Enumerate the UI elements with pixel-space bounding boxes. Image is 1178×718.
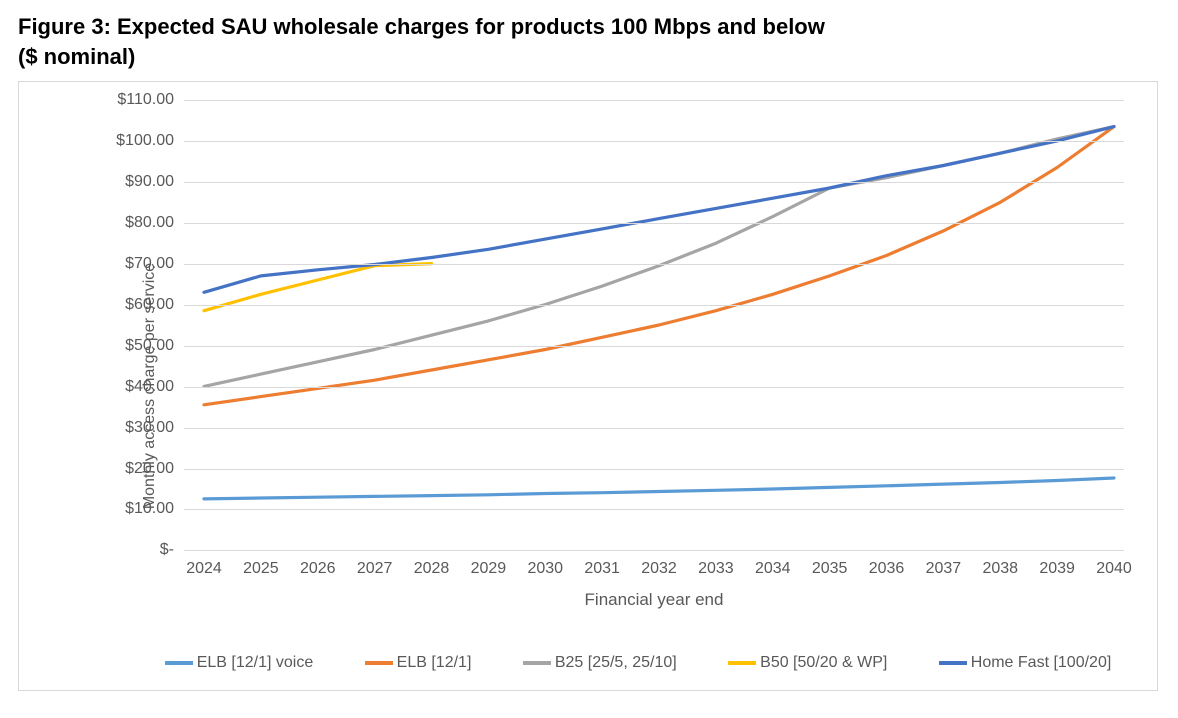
- y-tick-label: $110.00: [117, 91, 174, 109]
- gridline: [184, 428, 1124, 429]
- gridline: [184, 182, 1124, 183]
- plot-area: Financial year end $-$10.00$20.00$30.00$…: [184, 100, 1124, 550]
- x-tick-label: 2027: [357, 560, 393, 578]
- title-line-1: Figure 3: Expected SAU wholesale charges…: [18, 14, 825, 39]
- x-tick-label: 2036: [869, 560, 905, 578]
- legend-item: Home Fast [100/20]: [939, 654, 1112, 672]
- gridline: [184, 305, 1124, 306]
- legend-swatch: [523, 661, 551, 665]
- x-tick-label: 2039: [1039, 560, 1075, 578]
- legend-swatch: [939, 661, 967, 665]
- gridline: [184, 509, 1124, 510]
- y-tick-label: $40.00: [125, 378, 174, 396]
- gridline: [184, 100, 1124, 101]
- legend-item: B25 [25/5, 25/10]: [523, 654, 677, 672]
- x-tick-label: 2031: [584, 560, 620, 578]
- x-tick-label: 2030: [527, 560, 563, 578]
- legend-item: B50 [50/20 & WP]: [728, 654, 887, 672]
- figure-title: Figure 3: Expected SAU wholesale charges…: [18, 12, 1160, 71]
- y-tick-label: $80.00: [125, 214, 174, 232]
- series-line: [204, 127, 1114, 293]
- x-tick-label: 2035: [812, 560, 848, 578]
- legend-label: B25 [25/5, 25/10]: [555, 654, 677, 672]
- gridline: [184, 141, 1124, 142]
- legend-label: ELB [12/1]: [397, 654, 472, 672]
- title-line-2: ($ nominal): [18, 44, 135, 69]
- legend-item: ELB [12/1]: [365, 654, 472, 672]
- x-tick-label: 2040: [1096, 560, 1132, 578]
- gridline: [184, 387, 1124, 388]
- gridline: [184, 346, 1124, 347]
- y-tick-label: $60.00: [125, 296, 174, 314]
- x-tick-label: 2029: [471, 560, 507, 578]
- y-tick-label: $50.00: [125, 337, 174, 355]
- y-tick-label: $10.00: [125, 500, 174, 518]
- y-tick-label: $-: [160, 541, 174, 559]
- gridline: [184, 469, 1124, 470]
- chart-container: Monthly access charge per service Financ…: [18, 81, 1158, 691]
- legend-label: ELB [12/1] voice: [197, 654, 314, 672]
- x-axis-title: Financial year end: [585, 590, 724, 610]
- x-tick-label: 2028: [414, 560, 450, 578]
- legend-item: ELB [12/1] voice: [165, 654, 314, 672]
- x-tick-label: 2037: [926, 560, 962, 578]
- y-tick-label: $30.00: [125, 419, 174, 437]
- legend-swatch: [728, 661, 756, 665]
- x-tick-label: 2033: [698, 560, 734, 578]
- x-tick-label: 2038: [982, 560, 1018, 578]
- legend: ELB [12/1] voice ELB [12/1] B25 [25/5, 25/…: [139, 654, 1137, 672]
- x-tick-label: 2025: [243, 560, 279, 578]
- y-tick-label: $70.00: [125, 255, 174, 273]
- x-tick-label: 2032: [641, 560, 677, 578]
- legend-label: B50 [50/20 & WP]: [760, 654, 887, 672]
- series-line: [204, 127, 1114, 387]
- x-tick-label: 2026: [300, 560, 336, 578]
- gridline: [184, 550, 1124, 551]
- legend-swatch: [365, 661, 393, 665]
- gridline: [184, 223, 1124, 224]
- x-tick-label: 2034: [755, 560, 791, 578]
- y-tick-label: $100.00: [116, 132, 174, 150]
- chart-lines-svg: [184, 100, 1124, 550]
- x-tick-label: 2024: [186, 560, 222, 578]
- y-tick-label: $90.00: [125, 173, 174, 191]
- legend-label: Home Fast [100/20]: [971, 654, 1112, 672]
- series-line: [204, 478, 1114, 499]
- legend-swatch: [165, 661, 193, 665]
- gridline: [184, 264, 1124, 265]
- y-tick-label: $20.00: [125, 460, 174, 478]
